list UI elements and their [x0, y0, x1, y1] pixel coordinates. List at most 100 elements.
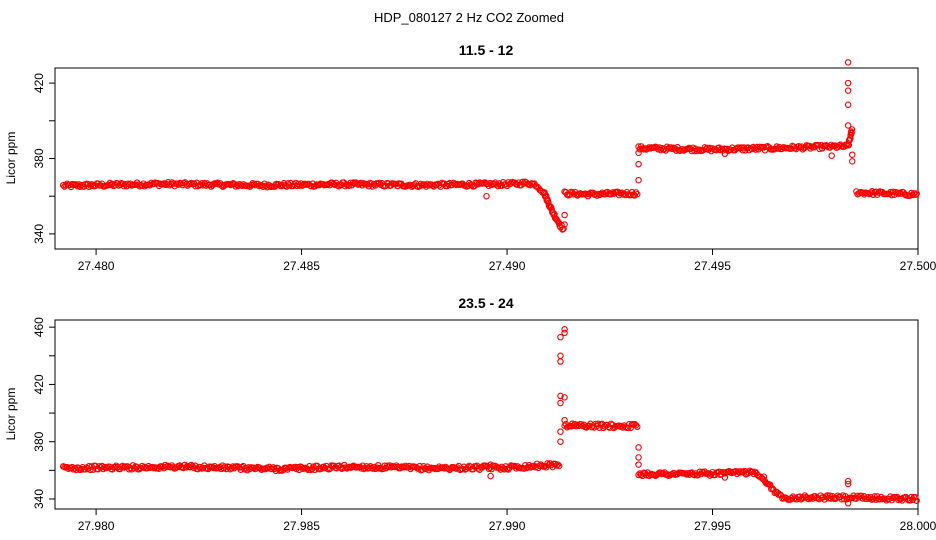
data-point-outlier	[844, 500, 852, 507]
x-tick-label: 27.480	[78, 259, 115, 273]
data-point	[737, 468, 745, 475]
data-point-outlier	[561, 211, 568, 219]
data-point-outlier	[635, 444, 642, 451]
chart-panel-2: 23.5 - 24 27.980 27.985 27.990 27.995 28.000…	[4, 295, 936, 533]
data-point-outlier	[487, 461, 494, 468]
x-tick-label: 28.000	[900, 519, 936, 533]
chart-title: 23.5 - 24	[458, 295, 513, 311]
data-point	[375, 179, 383, 187]
y-tick-label: 340	[32, 489, 46, 509]
data-point	[848, 126, 856, 133]
data-point-outlier	[487, 472, 494, 480]
data-point-outlier	[557, 333, 564, 341]
data-point	[635, 471, 642, 479]
data-point-outlier	[557, 358, 564, 365]
data-point-outlier	[557, 352, 564, 360]
y-tick-label: 380	[32, 148, 46, 168]
data-point-outlier	[844, 101, 852, 109]
data-point	[702, 145, 710, 153]
x-axis: 27.480 27.485 27.490 27.495 27.500	[78, 249, 936, 273]
x-tick-label: 27.985	[283, 519, 320, 533]
data-point-outlier	[844, 59, 852, 66]
data-point-outlier	[561, 221, 568, 228]
data-point	[872, 496, 880, 503]
x-tick-label: 27.495	[694, 259, 731, 273]
data-point	[88, 463, 95, 470]
data-point	[560, 225, 567, 233]
data-point-outlier	[844, 87, 852, 94]
x-tick-label: 27.995	[694, 519, 731, 533]
data-point-outlier	[557, 392, 564, 400]
data-point-outlier	[848, 151, 856, 158]
data-point	[633, 423, 641, 431]
data-point	[906, 497, 914, 504]
data-point	[624, 424, 632, 432]
x-axis: 27.980 27.985 27.990 27.995 28.000	[78, 509, 936, 533]
data-point	[182, 464, 190, 471]
x-tick-label: 27.980	[78, 519, 115, 533]
data-point-outlier	[557, 438, 564, 445]
data-point-outlier	[635, 160, 642, 168]
data-point	[691, 471, 698, 479]
y-axis-label: Licor ppm	[4, 388, 18, 441]
x-tick-label: 27.490	[489, 259, 526, 273]
data-point-outlier	[561, 326, 568, 333]
data-point	[541, 189, 548, 196]
data-point	[854, 492, 861, 500]
y-tick-label: 420	[32, 73, 46, 93]
plot-frame	[54, 319, 919, 510]
data-point	[553, 462, 560, 469]
plot-frame	[54, 67, 919, 250]
y-tick-label: 340	[32, 224, 46, 244]
data-point	[310, 463, 317, 470]
data-point-outlier	[635, 149, 642, 157]
data-point	[520, 465, 528, 472]
data-point	[532, 463, 539, 471]
data-point-outlier	[844, 122, 852, 129]
data-point-outlier	[561, 416, 568, 424]
data-point-outlier	[561, 394, 568, 401]
y-tick-label: 460	[32, 317, 46, 337]
y-tick-label: 380	[32, 431, 46, 451]
data-point	[667, 144, 675, 151]
chart-title: 11.5 - 12	[459, 42, 514, 58]
data-point	[417, 180, 425, 188]
y-axis: 340 380 420 460	[32, 317, 55, 509]
data-point	[544, 460, 551, 467]
data-point-outlier	[635, 176, 642, 184]
data-points	[59, 326, 920, 507]
data-point-outlier	[844, 79, 852, 87]
data-point	[910, 190, 918, 197]
data-point	[555, 462, 563, 470]
data-point-outlier	[828, 152, 835, 159]
data-point	[87, 466, 94, 474]
x-tick-label: 27.990	[489, 519, 526, 533]
data-point	[76, 183, 84, 190]
data-point-outlier	[848, 158, 856, 165]
data-point-outlier	[557, 428, 564, 435]
data-point-outlier	[844, 477, 852, 485]
figure-title: HDP_080127 2 Hz CO2 Zoomed	[374, 10, 564, 25]
data-points	[59, 59, 920, 233]
data-point	[334, 182, 341, 189]
x-tick-label: 27.485	[283, 259, 320, 273]
data-point	[909, 191, 916, 199]
data-point	[912, 191, 919, 199]
data-point	[369, 465, 377, 472]
data-point	[848, 129, 855, 137]
data-point	[548, 206, 555, 213]
data-point	[633, 190, 641, 198]
data-point	[304, 466, 312, 474]
data-point-outlier	[557, 399, 564, 407]
data-point	[632, 421, 640, 429]
data-point-outlier	[721, 150, 729, 158]
data-point-outlier	[483, 192, 490, 200]
y-axis: 340 380 420	[32, 73, 55, 244]
y-tick-label: 420	[32, 374, 46, 394]
data-point	[881, 495, 889, 503]
data-point-outlier	[844, 480, 852, 488]
data-point-outlier	[635, 461, 642, 468]
data-point	[756, 143, 763, 151]
y-axis-label: Licor ppm	[4, 132, 18, 185]
